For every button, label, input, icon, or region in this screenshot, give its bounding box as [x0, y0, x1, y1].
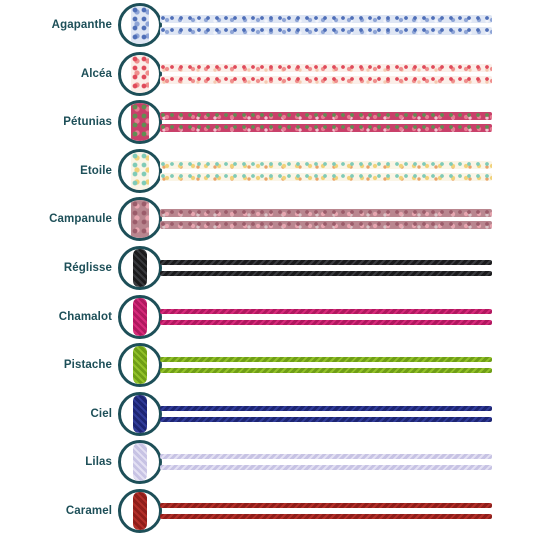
swatch-row-lilas[interactable]: Lilas: [0, 440, 550, 485]
ribbon-strand-top: [160, 15, 492, 23]
cord-strand-top: [160, 454, 492, 460]
swatch-preview-core: [133, 443, 147, 482]
swatch-preview-core: [131, 6, 149, 44]
ribbon-strand-top: [160, 112, 492, 121]
ribbon-strand-top: [160, 209, 492, 218]
ribbon-strand-bottom: [160, 172, 492, 181]
swatch-row-agapanthe[interactable]: Agapanthe: [0, 3, 550, 47]
cord-strand-bottom: [160, 416, 492, 422]
swatch-row-etoile[interactable]: Etoile: [0, 148, 550, 193]
swatch-label: Alcéa: [80, 67, 112, 80]
swatch-preview-circle[interactable]: [118, 148, 162, 193]
swatch-label: Caramel: [65, 505, 112, 517]
ribbon-strand-bottom: [160, 75, 492, 84]
swatch-preview-core: [131, 200, 149, 239]
swatch-preview-core: [133, 492, 147, 530]
swatch-preview-circle[interactable]: [118, 489, 162, 533]
swatch-preview-core: [133, 394, 147, 433]
swatch-preview-circle[interactable]: [118, 197, 162, 242]
cord-strand-bottom: [160, 319, 492, 325]
swatch-label: Ciel: [90, 407, 112, 420]
swatch-label: Chamalot: [58, 310, 112, 323]
swatch-row-petunias[interactable]: Pétunias: [0, 100, 550, 145]
swatch-label: Pétunias: [63, 116, 112, 129]
ribbon-strand-bottom: [160, 27, 492, 35]
swatch-preview-core: [131, 54, 149, 93]
cord-strand-bottom: [160, 271, 492, 276]
cord-strand-top: [160, 503, 492, 508]
swatch-label: Agapanthe: [51, 19, 112, 31]
swatch-row-ciel[interactable]: Ciel: [0, 391, 550, 436]
swatch-preview-circle[interactable]: [118, 246, 162, 290]
cord-strand-top: [160, 260, 492, 265]
cord-strand-top: [160, 405, 492, 411]
swatch-preview-core: [133, 346, 147, 385]
swatch-row-chamalot[interactable]: Chamalot: [0, 294, 550, 339]
swatch-label: Pistache: [63, 359, 112, 372]
ribbon-strand-bottom: [160, 124, 492, 133]
swatch-preview-circle[interactable]: [118, 100, 162, 145]
swatch-preview-circle[interactable]: [118, 440, 162, 485]
cord-strand-top: [160, 308, 492, 314]
swatch-preview-core: [133, 297, 147, 336]
ribbon-strand-top: [160, 63, 492, 72]
swatch-row-caramel[interactable]: Caramel: [0, 489, 550, 533]
swatch-preview-circle[interactable]: [118, 294, 162, 339]
swatch-preview-circle[interactable]: [118, 343, 162, 388]
cord-strand-top: [160, 357, 492, 363]
swatch-preview-circle[interactable]: [118, 3, 162, 47]
ribbon-strand-top: [160, 160, 492, 169]
swatch-label: Etoile: [80, 164, 112, 177]
swatch-label: Réglisse: [63, 262, 112, 274]
ribbon-strand-bottom: [160, 221, 492, 230]
swatch-label: Campanule: [49, 213, 112, 226]
swatch-row-campanule[interactable]: Campanule: [0, 197, 550, 242]
cord-strand-bottom: [160, 514, 492, 519]
swatch-label: Lilas: [85, 456, 112, 469]
swatch-row-pistache[interactable]: Pistache: [0, 343, 550, 388]
swatch-preview-core: [133, 249, 147, 287]
swatch-preview-circle[interactable]: [118, 51, 162, 96]
cord-strand-bottom: [160, 465, 492, 471]
cord-strand-bottom: [160, 368, 492, 374]
swatch-preview-core: [131, 103, 149, 142]
swatch-row-reglisse[interactable]: Réglisse: [0, 246, 550, 290]
swatch-preview-core: [131, 151, 149, 190]
swatch-preview-circle[interactable]: [118, 391, 162, 436]
swatch-row-alcea[interactable]: Alcéa: [0, 51, 550, 96]
